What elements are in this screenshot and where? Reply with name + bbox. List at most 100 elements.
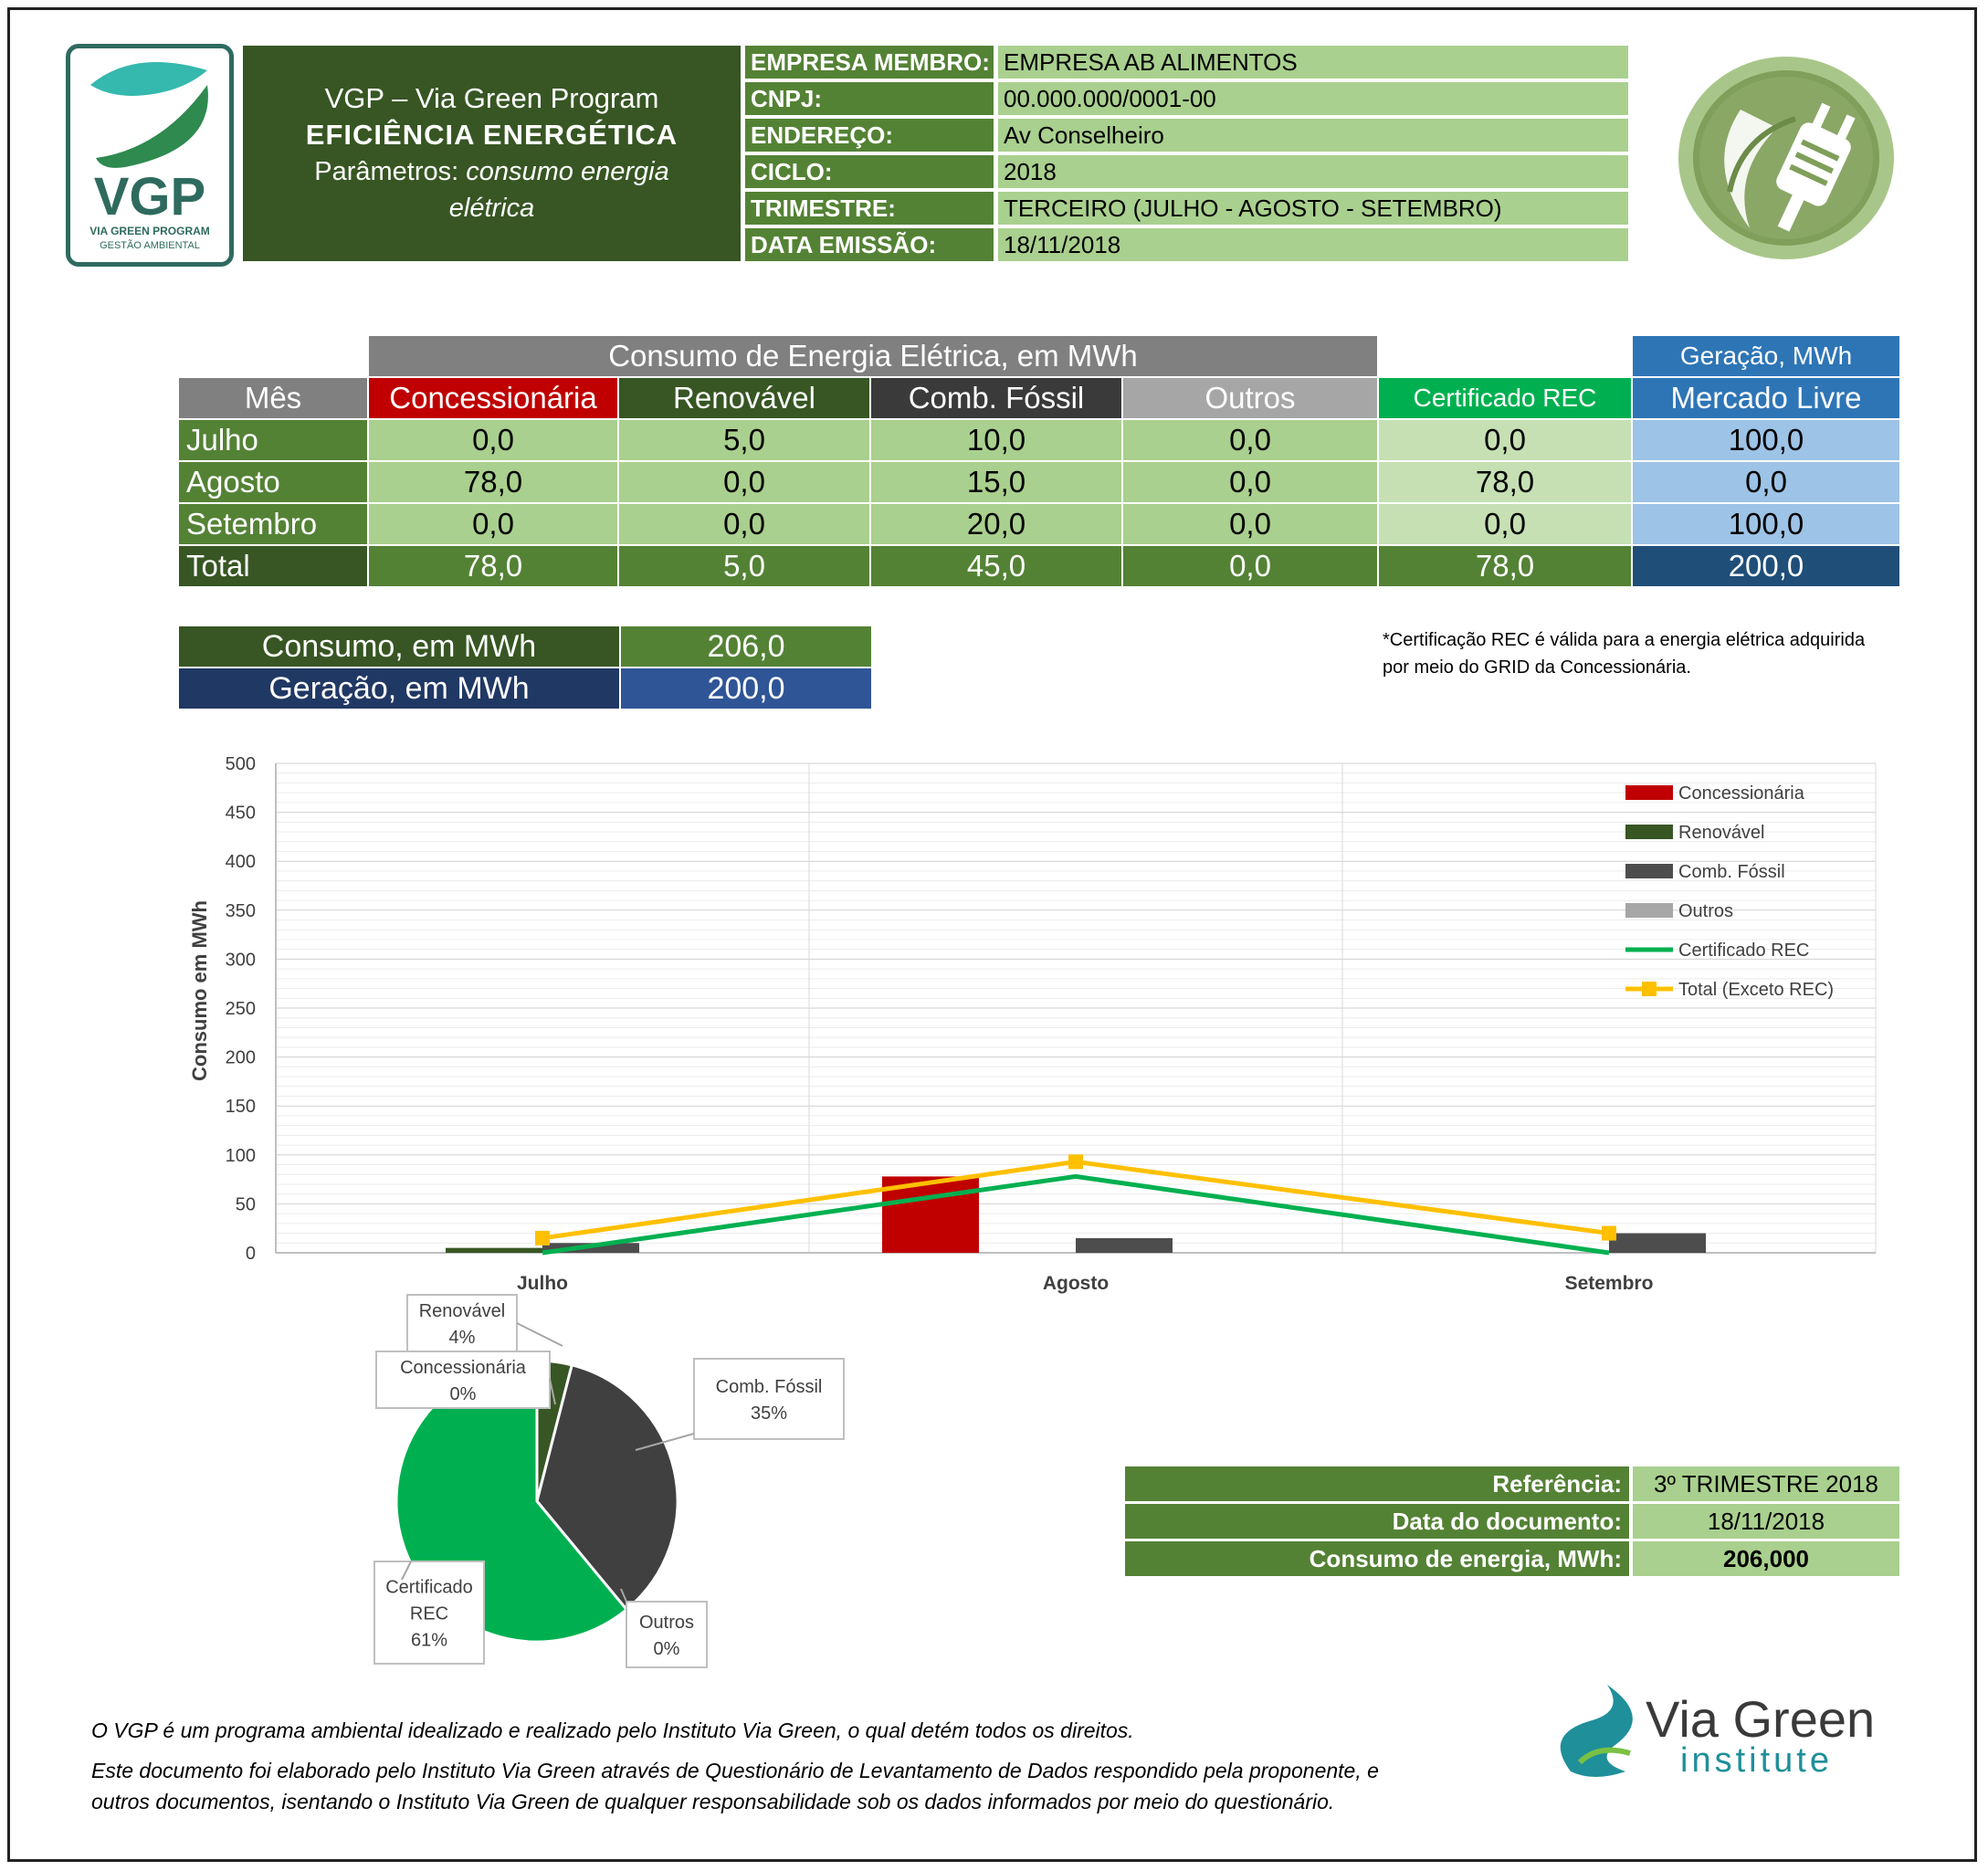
title-line-3: Parâmetros: consumo energia	[243, 153, 741, 190]
pie-chart: Renovável 4% Comb. Fóssil 35% Outros 0% Certif…	[373, 1294, 845, 1668]
cell-julho-certificado-rec: 0,0	[1379, 420, 1631, 460]
chart-legend: Concessionária Renovável Comb. Fóssil Outro…	[1625, 783, 1834, 1000]
cell-setembro-mercado-livre: 100,0	[1633, 504, 1899, 544]
pie-leader-line	[620, 1588, 627, 1603]
pie-label-text: 35%	[751, 1403, 787, 1424]
legend-marker	[1642, 982, 1657, 996]
cell-agosto-outros: 0,0	[1123, 462, 1377, 502]
bar-Comb. Fóssil	[1076, 1237, 1173, 1253]
cell-setembro-outros: 0,0	[1123, 504, 1377, 544]
footer-line-1: O VGP é um programa ambiental idealizado…	[91, 1719, 1134, 1742]
x-tick-label: Julho	[517, 1273, 568, 1294]
title-line-3-italic: consumo energia	[466, 157, 669, 186]
chart-marks	[446, 1154, 1706, 1256]
bar-Renovável	[446, 1247, 542, 1253]
y-tick-label: 300	[226, 950, 256, 970]
pie-label-text: 0%	[450, 1384, 477, 1404]
col-header-renovavel: Renovável	[619, 378, 869, 418]
pie-leader-line	[549, 1378, 556, 1405]
y-tick-label: 50	[236, 1194, 256, 1214]
cell-total-comb-fossil: 45,0	[871, 546, 1121, 586]
info-label-empresa: EMPRESA MEMBRO:	[745, 46, 994, 79]
cell-setembro-concessionaria: 0,0	[369, 504, 617, 544]
footer-line-2: Este documento foi elaborado pelo Instit…	[91, 1759, 1379, 1782]
pie-labels: Renovável 4% Comb. Fóssil 35% Outros 0% Certif…	[373, 1294, 845, 1668]
pie-label-text: Comb. Fóssil	[716, 1377, 823, 1397]
y-tick-label: 200	[226, 1048, 256, 1068]
ref-label-referencia: Referência:	[1125, 1466, 1629, 1501]
pie-label-text: Certificado	[385, 1578, 473, 1598]
energy-plug-icon	[1677, 55, 1896, 261]
cell-total-certificado-rec: 78,0	[1379, 546, 1631, 586]
ref-value-consumo-energia: 206,000	[1633, 1541, 1899, 1576]
info-value-cnpj: 00.000.000/0001-00	[998, 82, 1628, 115]
title-line-4: elétrica	[243, 190, 741, 226]
col-header-certificado-rec: Certificado REC	[1379, 378, 1631, 418]
info-value-trimestre: TERCEIRO (JULHO - AGOSTO - SETEMBRO)	[998, 192, 1628, 225]
pie-label-text: 4%	[449, 1328, 476, 1348]
pie-slice-Comb. Fóssil	[535, 1363, 679, 1612]
via-green-swirl-icon	[1560, 1685, 1633, 1777]
rec-note: *Certificação REC é válida para a energi…	[1383, 626, 1912, 681]
vgp-logo: VGP VIA GREEN PROGRAM GESTÃO AMBIENTAL	[66, 44, 234, 267]
marker-Total (Exceto REC)	[1602, 1225, 1616, 1241]
y-tick-label: 500	[226, 754, 256, 774]
cell-agosto-mercado-livre: 0,0	[1633, 462, 1899, 502]
legend-label: Outros	[1678, 901, 1733, 921]
page-frame	[7, 7, 1977, 1862]
row-label-setembro: Setembro	[179, 504, 367, 544]
legend-swatch	[1625, 825, 1673, 839]
legend-label: Certificado REC	[1678, 941, 1809, 961]
line-Certificado REC	[542, 1173, 1610, 1256]
pie-label-box	[693, 1358, 845, 1440]
pie-label-box	[375, 1351, 551, 1409]
cell-total-renovavel: 5,0	[619, 546, 869, 586]
cell-agosto-comb-fossil: 15,0	[871, 462, 1121, 502]
via-green-institute-logo: Via Green institute	[1543, 1680, 1909, 1790]
pie-label-text: 61%	[411, 1631, 447, 1651]
col-header-concessionaria: Concessionária	[369, 378, 617, 418]
ref-label-consumo-energia: Consumo de energia, MWh:	[1125, 1541, 1629, 1576]
y-tick-label: 250	[226, 999, 256, 1019]
logo-leaf-bottom-icon	[96, 85, 208, 168]
rec-note-line-2: por meio do GRID da Concessionária.	[1383, 657, 1691, 678]
logo-leaf-top-icon	[90, 62, 207, 96]
chart-grid	[275, 762, 1877, 1254]
title-line-3-prefix: Parâmetros:	[314, 157, 467, 186]
cell-julho-concessionaria: 0,0	[369, 420, 617, 460]
title-line-4-italic: elétrica	[448, 194, 535, 223]
logo-text: VGP	[94, 167, 206, 226]
row-label-agosto: Agosto	[179, 462, 367, 502]
cell-julho-outros: 0,0	[1123, 420, 1377, 460]
y-tick-label: 450	[226, 804, 256, 824]
row-label-julho: Julho	[179, 420, 367, 460]
bar-Comb. Fóssil	[1609, 1233, 1706, 1253]
cell-julho-mercado-livre: 100,0	[1633, 420, 1899, 460]
legend-swatch	[1625, 903, 1673, 918]
col-header-mercado-livre: Mercado Livre	[1633, 378, 1899, 418]
summary-consumo-label: Consumo, em MWh	[179, 626, 619, 667]
cell-agosto-renovavel: 0,0	[619, 462, 869, 502]
y-tick-label: 400	[226, 852, 256, 872]
logo-sub1: VIA GREEN PROGRAM	[89, 225, 210, 237]
y-tick-label: 150	[226, 1097, 256, 1117]
cell-total-concessionaria: 78,0	[369, 546, 617, 586]
group-header-geracao: Geração, MWh	[1633, 336, 1899, 376]
info-label-ciclo: CICLO:	[745, 155, 994, 188]
legend-label: Renovável	[1678, 823, 1765, 843]
ref-label-data-documento: Data do documento:	[1125, 1504, 1629, 1539]
y-tick-label: 0	[246, 1244, 256, 1264]
marker-Total (Exceto REC)	[1068, 1154, 1083, 1170]
info-value-ciclo: 2018	[998, 155, 1628, 188]
info-label-endereco: ENDEREÇO:	[745, 119, 994, 152]
pie-label-text: Outros	[639, 1613, 694, 1633]
chart-y-axis-label: Consumo em MWh	[188, 900, 211, 1081]
summary-geracao-label: Geração, em MWh	[179, 668, 619, 709]
cell-agosto-certificado-rec: 78,0	[1379, 462, 1631, 502]
legend-label: Concessionária	[1678, 783, 1805, 804]
pie-leader-line	[516, 1322, 563, 1347]
info-label-trimestre: TRIMESTRE:	[745, 192, 994, 225]
title-box: VGP – Via Green Program EFICIÊNCIA ENERG…	[243, 46, 741, 261]
pie-label-text: Concessionária	[400, 1358, 527, 1378]
pie-label-text: 0%	[654, 1639, 680, 1659]
